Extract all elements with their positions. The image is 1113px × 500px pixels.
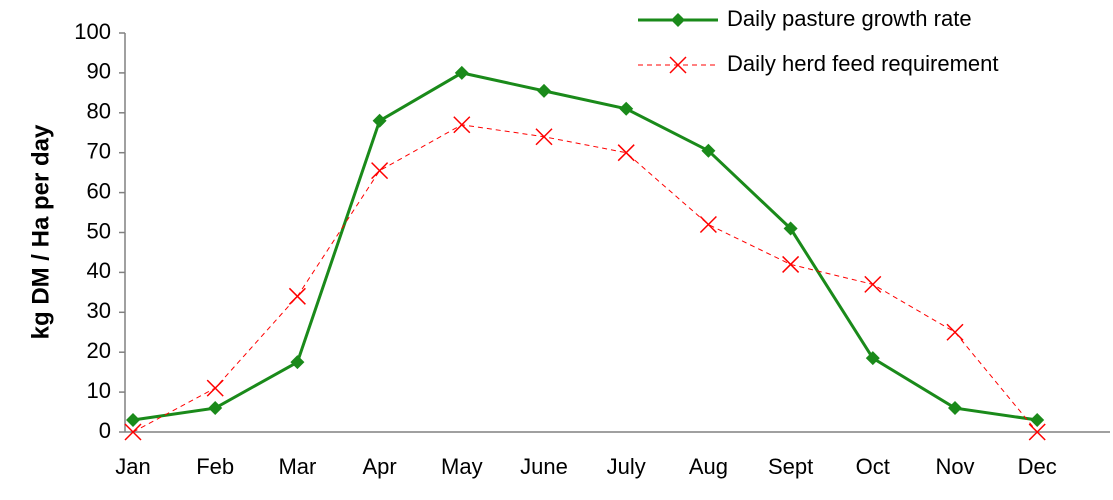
marker [208, 401, 223, 416]
marker [535, 128, 553, 146]
marker [619, 101, 634, 116]
marker [701, 143, 716, 158]
marker [126, 413, 140, 428]
series-line [132, 124, 1038, 433]
marker [946, 323, 964, 341]
marker [1030, 413, 1045, 428]
x-tick-label: Apr [362, 454, 396, 479]
marker [699, 215, 717, 234]
series-line [132, 71, 1038, 422]
x-tick-label: Nov [935, 454, 974, 479]
x-tick-label: Oct [856, 454, 890, 479]
x-tick-label: Mar [278, 454, 316, 479]
marker [865, 351, 880, 366]
legend-label: Daily pasture growth rate [727, 6, 972, 31]
y-axis-label: kg DM / Ha per day [27, 124, 54, 339]
y-tick-label: 90 [87, 59, 111, 84]
marker [948, 401, 962, 416]
marker [454, 65, 469, 80]
y-tick-label: 60 [87, 178, 111, 203]
legend-marker [671, 13, 685, 27]
x-tick-label: May [441, 454, 483, 479]
x-tick-label: Sept [768, 454, 813, 479]
x-tick-label: Aug [689, 454, 728, 479]
y-tick-label: 30 [87, 298, 111, 323]
marker [453, 116, 471, 134]
y-tick-label: 70 [87, 139, 111, 164]
y-tick-label: 100 [74, 19, 111, 44]
marker [206, 379, 224, 397]
marker [288, 287, 306, 305]
x-tick-label: Feb [196, 454, 234, 479]
y-tick-label: 50 [87, 218, 111, 243]
y-tick-label: 40 [87, 258, 111, 283]
legend-label: Daily herd feed requirement [727, 51, 998, 76]
marker [372, 113, 387, 128]
marker [617, 144, 635, 162]
marker [783, 221, 798, 236]
marker [124, 423, 142, 441]
marker [864, 275, 882, 293]
marker [1028, 423, 1046, 441]
y-tick-label: 10 [87, 378, 111, 403]
marker [371, 162, 389, 180]
y-tick-label: 0 [99, 418, 111, 443]
y-tick-label: 20 [87, 338, 111, 363]
x-tick-label: Jan [115, 454, 150, 479]
x-tick-label: Dec [1018, 454, 1057, 479]
marker [782, 255, 800, 273]
legend-marker [669, 56, 687, 74]
x-tick-label: July [607, 454, 646, 479]
x-tick-label: June [520, 454, 568, 479]
marker [537, 83, 551, 98]
y-tick-label: 80 [87, 99, 111, 124]
marker [290, 355, 305, 370]
